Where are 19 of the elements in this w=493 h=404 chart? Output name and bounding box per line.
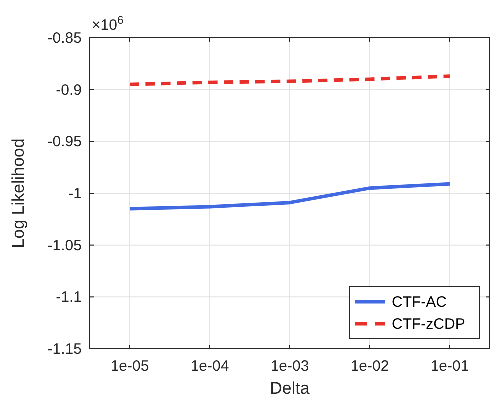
x-tick-label: 1e-05 xyxy=(110,358,150,375)
y-tick-label: -0.85 xyxy=(48,30,82,47)
x-tick-label: 1e-04 xyxy=(190,358,230,375)
text: ×10$^{6}$ xyxy=(92,15,124,34)
x-tick-label: 1e-01 xyxy=(430,358,470,375)
y-tick-label: -1.05 xyxy=(48,237,82,254)
legend-label: CTF-zCDP xyxy=(392,316,466,333)
y-tick-label: -1 xyxy=(68,186,82,202)
x-tick-label: 1e-02 xyxy=(350,358,390,375)
y-tick-label: -0.9 xyxy=(56,82,82,99)
legend-label: CTF-AC xyxy=(392,294,448,311)
y-tick-label: -1.15 xyxy=(48,341,82,358)
x-axis-title: Delta xyxy=(270,379,310,398)
y-tick-label: -1.1 xyxy=(56,289,82,306)
line-series xyxy=(128,74,452,86)
line-series xyxy=(128,182,452,211)
y-tick-label: -0.95 xyxy=(48,134,82,151)
y-axis-title: Log Likelihood xyxy=(9,138,28,248)
x-tick-label: 1e-03 xyxy=(270,358,310,375)
